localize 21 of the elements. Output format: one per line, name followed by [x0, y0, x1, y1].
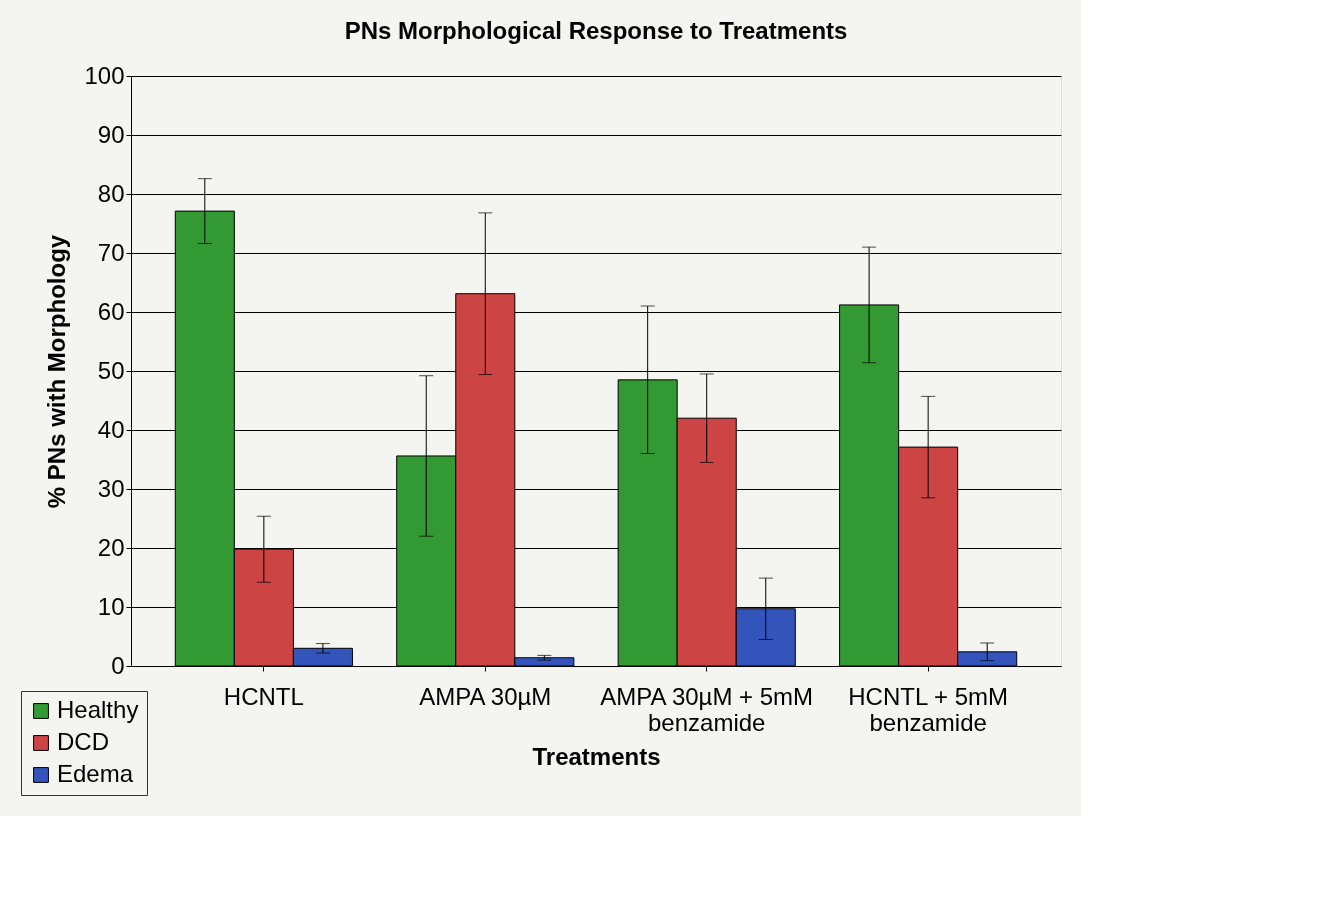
- y-tick-label: 80: [97, 179, 125, 207]
- x-axis-title: Treatments: [532, 742, 661, 770]
- legend-label: DCD: [57, 728, 109, 755]
- x-tick-label: AMPA 30µM + 5mM benzamide: [600, 682, 814, 736]
- y-tick-label: 10: [97, 592, 125, 620]
- y-tick-label: 70: [97, 238, 125, 266]
- y-tick-label: 50: [97, 356, 125, 384]
- y-tick-label: 20: [97, 533, 125, 561]
- y-tick-label: 90: [97, 120, 125, 148]
- x-tick-label: HCNTL: [223, 682, 304, 710]
- y-tick-label: 100: [84, 61, 125, 89]
- x-tick-label: HCNTL + 5mM benzamide: [848, 682, 1009, 736]
- y-axis-title: % PNs with Morphology: [43, 234, 71, 509]
- y-tick-label: 40: [97, 415, 125, 443]
- x-tick-label: AMPA 30µM: [419, 682, 552, 710]
- y-tick-label: 0: [111, 651, 125, 679]
- chart-title: PNs Morphological Response to Treatments: [344, 17, 848, 44]
- y-tick-label: 30: [97, 474, 125, 502]
- y-tick-label: 60: [97, 297, 125, 325]
- legend-label: Edema: [57, 760, 134, 787]
- legend-label: Healthy: [57, 696, 139, 723]
